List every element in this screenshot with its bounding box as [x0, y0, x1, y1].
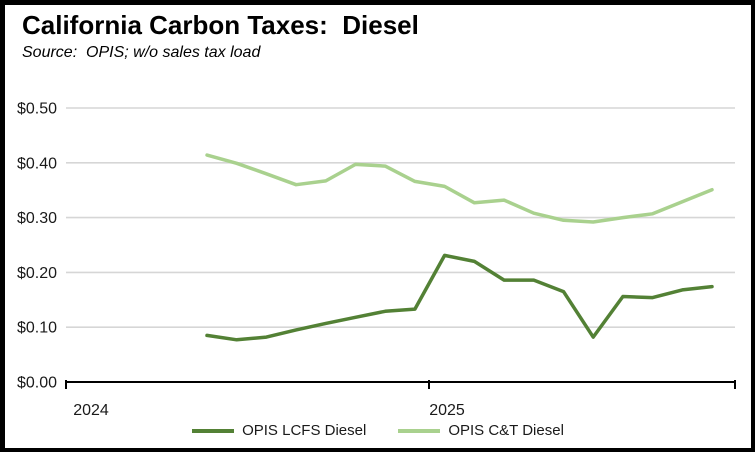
chart-title: California Carbon Taxes: Diesel — [22, 10, 419, 40]
legend: OPIS LCFS Diesel OPIS C&T Diesel — [5, 422, 751, 439]
x-axis-year-label: 2025 — [429, 402, 465, 419]
ct-line-swatch — [398, 428, 441, 433]
y-axis-tick-label: $0.40 — [17, 155, 57, 172]
chart-subtitle: Source: OPIS; w/o sales tax load — [22, 44, 261, 61]
y-axis-tick-label: $0.30 — [17, 210, 57, 227]
legend-item-ct: OPIS C&T Diesel — [398, 422, 564, 439]
y-axis-tick-label: $0.50 — [17, 101, 57, 118]
legend-item-lcfs: OPIS LCFS Diesel — [192, 422, 366, 439]
legend-label-ct: OPIS C&T Diesel — [448, 422, 564, 439]
y-axis-tick-label: $0.20 — [17, 265, 57, 282]
x-axis-year-label: 2024 — [73, 402, 109, 419]
y-axis-tick-label: $0.00 — [17, 375, 57, 392]
ct-series-line — [205, 153, 714, 224]
legend-label-lcfs: OPIS LCFS Diesel — [242, 422, 367, 439]
chart-plot-area: $0.00 $0.10 $0.20 $0.30 $0.40 $0.50 2024 2025 — [17, 101, 736, 419]
y-axis-tick-label: $0.10 — [17, 320, 57, 337]
lcfs-line-swatch — [192, 428, 235, 433]
lcfs-series-line — [205, 253, 714, 342]
